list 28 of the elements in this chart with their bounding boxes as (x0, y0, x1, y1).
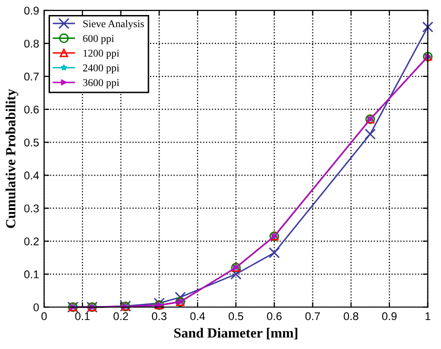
x-tick-label: 0.3 (152, 312, 166, 320)
y-tick-label: 0.1 (24, 270, 39, 278)
legend-label: Sieve Analysis (83, 20, 144, 30)
y-tick-label: 0.4 (24, 172, 39, 180)
y-tick-label: 0.2 (24, 237, 39, 246)
y-tick-label: 0.5 (24, 138, 39, 146)
y-tick-label: 0.7 (24, 72, 39, 81)
y-tick-label: 0.3 (24, 204, 39, 212)
x-tick-label: 0.4 (190, 312, 205, 320)
y-axis-title: Cumulative Probability (6, 89, 18, 228)
legend-label: 3600 ppi (83, 79, 120, 88)
y-tick-label: 0 (33, 303, 39, 312)
x-axis-title: Sand Diameter [mm] (174, 328, 298, 340)
y-tick-label: 0.8 (24, 40, 39, 48)
y-tick-label: 0.6 (24, 106, 39, 114)
legend-label: 1200 ppi (84, 50, 120, 59)
legend-label: 600 ppi (83, 34, 114, 44)
legend-label: 2400 ppi (83, 64, 120, 74)
x-tick-label: 0.7 (305, 312, 320, 320)
x-tick-label: 0.8 (344, 312, 358, 320)
y-tick-label: 0.9 (24, 6, 39, 15)
x-tick-label: 1 (426, 312, 430, 320)
x-tick-label: 0 (41, 312, 47, 320)
x-tick-label: 0.5 (228, 312, 244, 320)
x-tick-label: 0.1 (75, 312, 90, 320)
x-tick-label: 0.6 (267, 312, 282, 320)
x-tick-label: 0.2 (114, 312, 128, 320)
x-tick-label: 0.9 (382, 312, 397, 320)
